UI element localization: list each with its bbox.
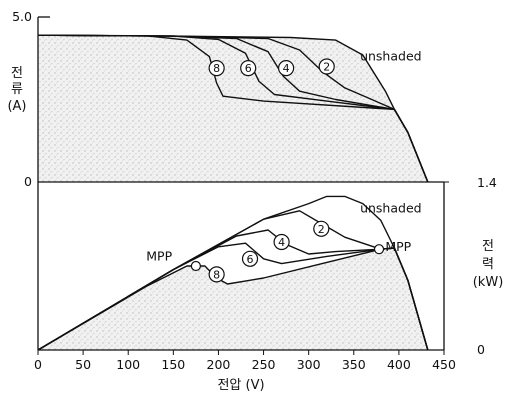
- x-tick-label-400: 400: [387, 357, 411, 372]
- power-series-marker-4: [273, 233, 290, 251]
- current-ylabel-char-2: 류: [11, 82, 23, 97]
- mpp-point-1: [190, 260, 201, 272]
- power-series-marker-2: [313, 220, 330, 237]
- current-series-marker-8: [208, 60, 225, 77]
- current-series-label-6: 6: [245, 62, 252, 75]
- x-tick-label-150: 150: [161, 357, 185, 372]
- x-axis-title: 전압 (V): [217, 378, 264, 393]
- current-series-marker-4: [278, 60, 295, 77]
- current-annotation-unshaded: unshaded: [360, 49, 422, 64]
- current-series-label-8: 8: [213, 62, 220, 75]
- x-tick-label-350: 350: [342, 357, 366, 372]
- power-ylabel-char-2: 력: [482, 257, 494, 272]
- x-tick-label-0: 0: [34, 357, 42, 372]
- power-area-fill: [38, 248, 428, 350]
- power-annotation-unshaded: unshaded: [360, 200, 422, 215]
- power-ytick-label-zero: 0: [477, 342, 485, 357]
- power-series-marker-8: [208, 266, 225, 283]
- x-tick-label-250: 250: [252, 357, 276, 372]
- power-series-label-2: 2: [318, 223, 325, 236]
- x-tick-label-100: 100: [116, 357, 140, 372]
- power-series-label-8: 8: [213, 268, 220, 281]
- x-tick-label-300: 300: [297, 357, 321, 372]
- x-tick-label-450: 450: [432, 357, 456, 372]
- power-series-label-6: 6: [247, 253, 254, 266]
- mpp-point-2: [373, 244, 385, 255]
- x-tick-label-200: 200: [207, 357, 231, 372]
- power-series-label-4: 4: [278, 236, 285, 249]
- current-ylabel-char-1: 전: [11, 66, 23, 81]
- mpp-label-right: MPP: [385, 239, 411, 254]
- current-series-label-4: 4: [283, 62, 290, 75]
- power-curve-8: [37, 247, 429, 351]
- x-tick-label-50: 50: [75, 357, 91, 372]
- current-ytick-label-zero: 0: [24, 174, 32, 189]
- current-ytick-label-top: 5.0: [12, 9, 32, 24]
- power-ylabel-unit: (kW): [473, 275, 504, 290]
- power-series-marker-6: [241, 250, 259, 267]
- power-ylabel-char-1: 전: [482, 239, 494, 254]
- current-series-label-2: 2: [323, 61, 330, 74]
- mpp-label-left: MPP: [146, 248, 172, 263]
- current-series-marker-2: [318, 58, 335, 75]
- current-curve-8: [37, 34, 429, 183]
- power-ytick-label-top: 1.4: [477, 175, 497, 190]
- current-series-marker-6: [240, 60, 257, 77]
- current-ylabel-unit: (A): [7, 99, 26, 114]
